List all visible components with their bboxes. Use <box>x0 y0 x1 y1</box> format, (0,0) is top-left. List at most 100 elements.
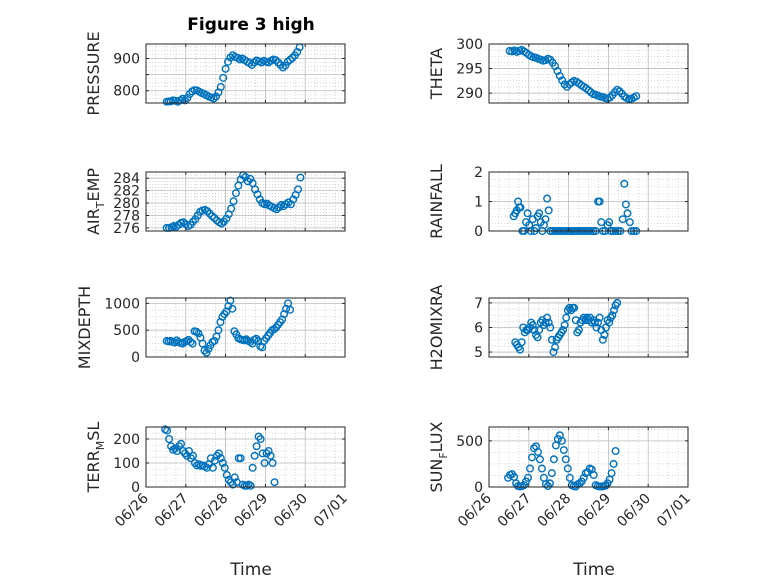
data-point <box>541 318 550 327</box>
data-point <box>533 447 542 456</box>
y-axis-label-tail: LUX <box>427 421 446 452</box>
data-point <box>574 325 583 334</box>
data-point <box>620 179 629 188</box>
y-tick-label: 290 <box>456 86 483 102</box>
data-point <box>530 325 539 334</box>
data-point <box>610 88 619 97</box>
data-point <box>527 453 536 462</box>
y-axis-label-main: PRESSURE <box>84 31 103 115</box>
data-point <box>546 323 555 332</box>
x-tick-label: 06/28 <box>192 491 232 531</box>
data-point <box>551 441 560 450</box>
data-point <box>537 464 546 473</box>
y-tick-label: 900 <box>113 52 140 68</box>
data-point <box>549 348 558 357</box>
data-point <box>565 473 574 482</box>
data-point <box>165 435 174 444</box>
data-point <box>220 463 229 472</box>
data-point <box>271 56 280 65</box>
data-point <box>231 189 240 198</box>
data-point <box>524 473 533 482</box>
data-point <box>595 313 604 322</box>
data-point <box>229 197 238 206</box>
data-point <box>264 447 273 456</box>
data-point <box>252 442 261 451</box>
y-tick-label: 500 <box>113 323 140 339</box>
data-point <box>528 321 537 330</box>
data-point <box>607 469 616 478</box>
axes-box <box>145 43 346 104</box>
data-point <box>205 209 214 218</box>
data-point <box>248 463 257 472</box>
data-point <box>223 57 232 66</box>
data-point <box>194 329 203 338</box>
data-point <box>188 217 197 226</box>
y-tick-label: 1000 <box>104 296 140 312</box>
data-point <box>219 73 228 82</box>
data-point <box>563 82 572 91</box>
data-point <box>214 449 223 458</box>
x-tick-label: 06/30 <box>271 491 311 531</box>
data-point <box>523 209 532 218</box>
y-tick-label: 0 <box>474 480 483 496</box>
y-tick-label: 280 <box>113 196 140 212</box>
data-point <box>541 215 550 224</box>
data-point <box>541 480 550 489</box>
data-point <box>560 321 569 330</box>
data-point <box>221 64 230 73</box>
data-point <box>268 459 277 468</box>
data-point <box>252 334 261 343</box>
data-point <box>517 338 526 347</box>
y-axis-label: AIRTEMP <box>84 168 107 235</box>
data-point <box>544 206 553 215</box>
data-point <box>246 337 255 346</box>
y-axis-label: RAINFALL <box>427 164 446 239</box>
data-point <box>558 76 567 85</box>
data-point <box>212 92 221 101</box>
y-tick-label: 300 <box>456 37 483 53</box>
data-point <box>260 459 269 468</box>
axes-box <box>145 297 346 358</box>
data-point <box>256 435 265 444</box>
y-tick-label: 284 <box>113 171 140 187</box>
data-point <box>551 343 560 352</box>
y-tick-label: 800 <box>113 84 140 100</box>
data-point <box>547 469 556 478</box>
data-point <box>570 303 579 312</box>
data-point <box>525 464 534 473</box>
y-axis-label-tail: SL <box>84 422 103 441</box>
y-axis-label-main: SUN <box>427 459 446 493</box>
y-axis-label: THETA <box>427 48 446 100</box>
x-tick-label: 06/29 <box>231 491 271 531</box>
y-tick-label: 0 <box>131 350 140 366</box>
y-axis-label-subscript: F <box>437 452 450 458</box>
data-point <box>218 459 227 468</box>
data-point <box>600 330 609 339</box>
y-tick-label: 7 <box>474 296 483 312</box>
data-point <box>605 93 614 102</box>
x-tick-label: 06/26 <box>455 490 495 530</box>
data-point <box>562 313 571 322</box>
x-tick-label: 07/01 <box>311 491 351 531</box>
y-axis-label: H2OMIXRA <box>427 285 446 371</box>
data-point <box>210 336 219 345</box>
data-point <box>296 173 305 182</box>
data-point <box>559 446 568 455</box>
data-point <box>236 454 245 463</box>
data-point <box>601 481 610 490</box>
x-tick-label: 07/01 <box>654 491 694 531</box>
data-point <box>609 459 618 468</box>
data-point <box>589 471 598 480</box>
figure-title: Figure 3 high <box>187 15 315 35</box>
data-point <box>598 335 607 344</box>
y-axis-label: TERRMSL <box>84 422 107 494</box>
data-point <box>615 87 624 96</box>
data-point <box>557 436 566 445</box>
y-axis-label-tail: EMP <box>84 168 103 202</box>
data-point <box>549 455 558 464</box>
y-tick-label: 1 <box>474 195 483 211</box>
x-axis-label-left: Time <box>229 560 272 580</box>
